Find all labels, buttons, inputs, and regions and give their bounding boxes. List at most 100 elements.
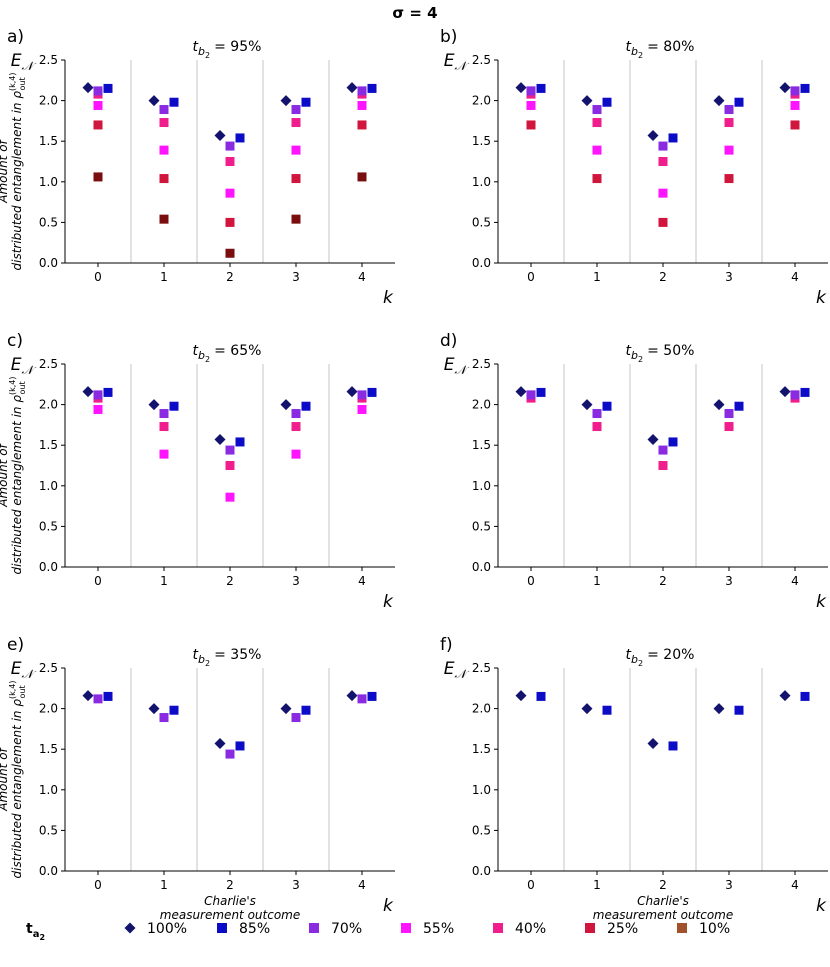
data-point-85pct-k2 <box>668 437 678 447</box>
data-point-100pct-k2 <box>647 434 659 446</box>
data-point-100pct-k0 <box>515 690 527 702</box>
data-point-100pct-k2 <box>214 434 226 446</box>
panel-title-value: = 65% <box>214 343 261 359</box>
x-tick-label-4: 4 <box>358 878 366 892</box>
y-tick-label-0: 0.0 <box>39 864 58 878</box>
data-point-85pct-k2 <box>235 437 245 447</box>
y-tick-label-2: 1.0 <box>39 783 58 797</box>
data-point-85pct-k3 <box>301 705 311 715</box>
data-point-70pct-k0 <box>93 390 103 400</box>
legend-label-2: 70% <box>331 921 362 937</box>
data-point-70pct-k1 <box>159 105 169 115</box>
data-point-55pct-k2 <box>225 492 235 502</box>
data-point-10pct-k4 <box>357 172 367 182</box>
y-tick-label-5: 2.5 <box>472 357 491 371</box>
panel-title-sub: b <box>198 45 205 58</box>
x-variable-label: k <box>816 592 827 612</box>
x-tick-label-1: 1 <box>593 878 601 892</box>
legend-label-0: 100% <box>147 921 187 937</box>
data-point-85pct-k1 <box>169 97 179 107</box>
panel-title-subsub: 2 <box>638 659 643 668</box>
y-tick-label-5: 2.5 <box>39 661 58 675</box>
x-tick-label-2: 2 <box>659 878 667 892</box>
x-variable-label: k <box>383 288 394 308</box>
data-point-100pct-k4 <box>346 690 358 702</box>
y-tick-label-2: 1.0 <box>472 783 491 797</box>
panel-label: b) <box>440 27 457 47</box>
data-point-25pct-k2 <box>225 217 235 227</box>
x-tick-label-4: 4 <box>358 574 366 588</box>
x-tick-label-1: 1 <box>160 270 168 284</box>
data-point-55pct-k3 <box>291 145 301 155</box>
data-point-100pct-k3 <box>713 399 725 411</box>
data-point-55pct-k0 <box>526 100 536 110</box>
legend-marker-2 <box>309 923 319 933</box>
y-tick-label-1: 0.5 <box>39 215 58 229</box>
x-tick-label-0: 0 <box>527 270 535 284</box>
panel-title-subsub: 2 <box>638 355 643 364</box>
x-variable-label: k <box>383 896 394 916</box>
ylabel-symbol-sub: 𝒩 <box>22 59 37 73</box>
panel-title-sub: b <box>631 349 638 362</box>
data-point-70pct-k3 <box>724 409 734 419</box>
data-point-40pct-k2 <box>225 461 235 470</box>
data-point-85pct-k4 <box>800 387 810 397</box>
panel-title-t: t <box>193 343 199 359</box>
x-tick-label-0: 0 <box>527 878 535 892</box>
data-point-85pct-k3 <box>301 401 311 411</box>
data-point-85pct-k0 <box>536 387 546 397</box>
y-tick-label-0: 0.0 <box>472 560 491 574</box>
chart-panel-3: d) tb2= 50%E𝒩0.00.51.01.52.02.50 1 2 3 4k <box>440 331 828 612</box>
data-point-85pct-k1 <box>169 705 179 715</box>
data-point-85pct-k3 <box>734 97 744 107</box>
data-point-70pct-k3 <box>291 105 301 115</box>
data-point-85pct-k4 <box>800 83 810 93</box>
data-point-70pct-k0 <box>93 694 103 704</box>
x-tick-label-2: 2 <box>659 574 667 588</box>
y-tick-label-1: 0.5 <box>39 823 58 837</box>
panel-title: tb2 = 65% <box>193 343 262 364</box>
y-tick-label-1: 0.5 <box>472 823 491 837</box>
y-tick-label-3: 1.5 <box>472 438 491 452</box>
ylabel-sup: (k,4) <box>8 73 17 92</box>
ylabel-symbol-sub: 𝒩 <box>455 667 470 681</box>
panel-title: tb2 = 50% <box>626 343 695 364</box>
panel-title-subsub: 2 <box>205 659 210 668</box>
ylabel-symbol: E𝒩 <box>11 355 37 377</box>
y-tick-label-1: 0.5 <box>39 519 58 533</box>
y-tick-label-3: 1.5 <box>472 134 491 148</box>
data-point-10pct-k3 <box>291 214 301 224</box>
ylabel-line1-text: Amount of <box>0 746 10 811</box>
panel-title-sub: b <box>198 349 205 362</box>
data-point-85pct-k2 <box>235 133 245 143</box>
ylabel-symbol-e: E <box>11 355 22 375</box>
ylabel-line1: Amount of <box>0 442 10 507</box>
data-point-100pct-k0 <box>82 386 94 398</box>
panel-title-sub: b <box>631 45 638 58</box>
data-point-70pct-k2 <box>225 749 235 759</box>
data-point-40pct-k3 <box>724 118 734 128</box>
y-tick-label-5: 2.5 <box>39 357 58 371</box>
data-point-55pct-k4 <box>357 100 367 110</box>
x-variable-label: k <box>383 592 394 612</box>
data-point-55pct-k1 <box>159 145 169 155</box>
panel-title-value: = 20% <box>647 647 694 663</box>
panel-label: a) <box>7 27 24 47</box>
ylabel-symbol-e: E <box>444 355 455 375</box>
ylabel-line1-text: Amount of <box>0 442 10 507</box>
legend-marker-5 <box>585 923 595 933</box>
chart-panel-0: a) tb2= 95%E𝒩0.00.51.01.52.02.50 1 2 3 4kAmou… <box>0 27 395 308</box>
data-point-100pct-k1 <box>581 703 593 715</box>
data-point-25pct-k4 <box>790 120 800 130</box>
data-point-85pct-k1 <box>602 705 612 715</box>
data-point-100pct-k1 <box>148 399 160 411</box>
data-point-70pct-k1 <box>159 409 169 419</box>
legend-label-6: 10% <box>699 921 730 937</box>
panel-title-subsub: 2 <box>205 51 210 60</box>
data-point-70pct-k0 <box>526 390 536 400</box>
y-tick-label-4: 2.0 <box>472 702 491 716</box>
y-tick-label-3: 1.5 <box>39 134 58 148</box>
ylabel-line2: distributed entanglement in ρ(k,4)out <box>8 377 27 575</box>
data-point-100pct-k3 <box>280 95 292 107</box>
